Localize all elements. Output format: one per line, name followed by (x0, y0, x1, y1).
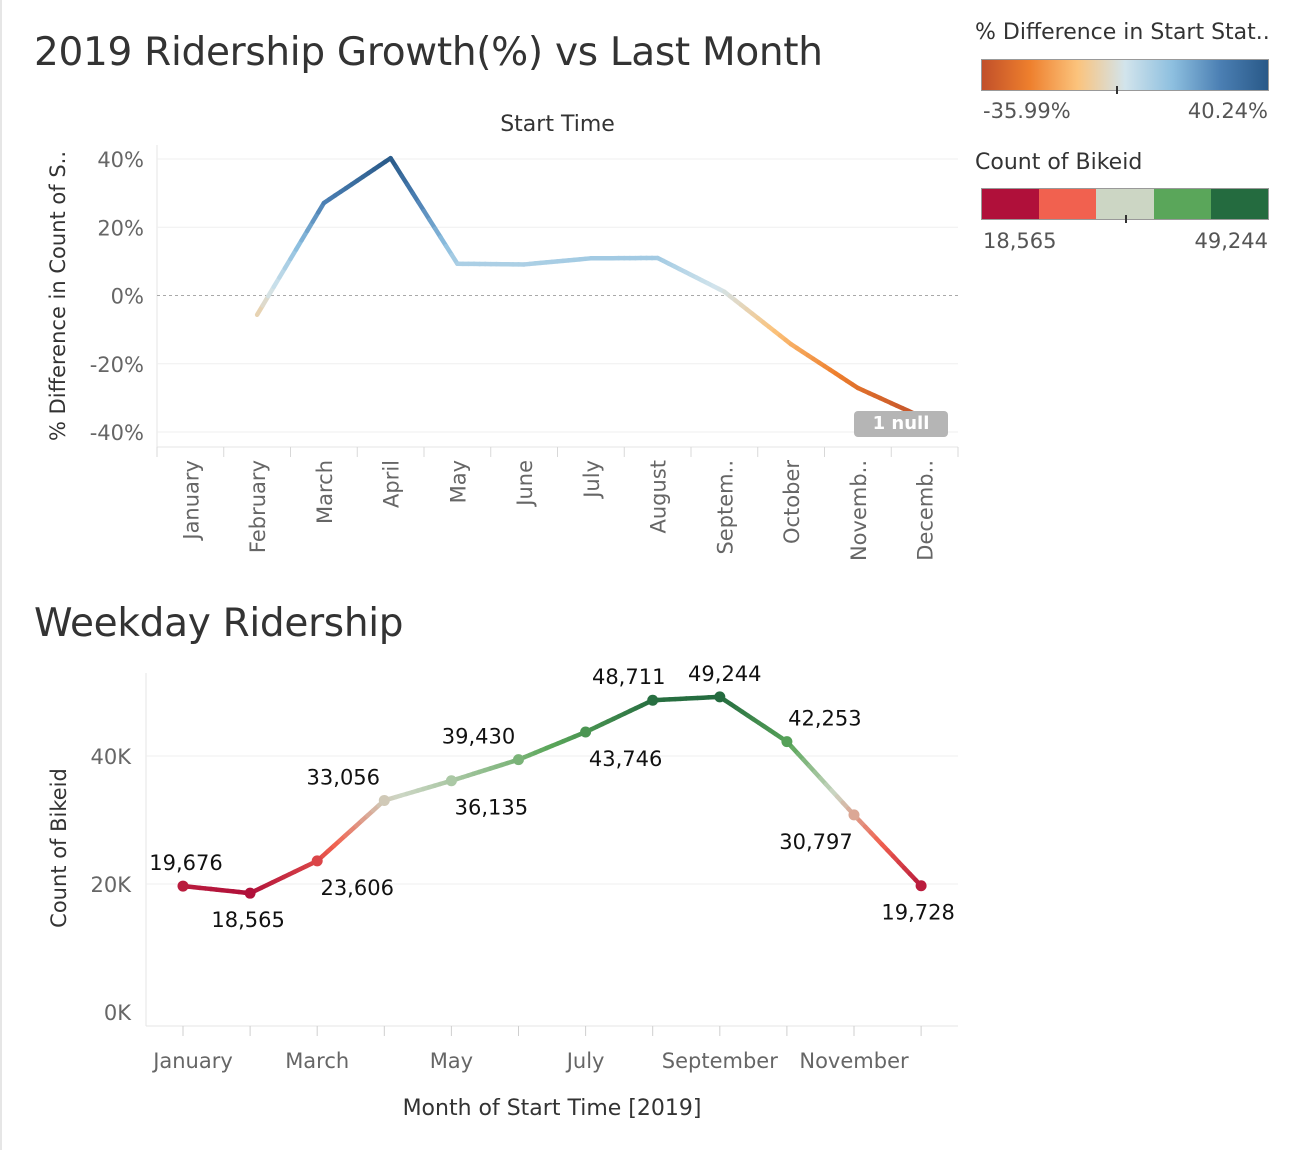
weekday-data-point[interactable] (647, 694, 659, 706)
weekday-x-tick-label: May (430, 1049, 473, 1073)
weekday-data-point[interactable] (848, 809, 860, 821)
growth-y-tick-label: -40% (90, 421, 144, 445)
weekday-data-point[interactable] (915, 880, 927, 892)
weekday-x-tick-label: September (662, 1049, 778, 1073)
left-border (0, 0, 2, 1150)
growth-y-tick-label: 0% (111, 285, 144, 309)
legend-count-min: 18,565 (983, 229, 1057, 253)
weekday-y-tick-label: 0K (104, 1001, 132, 1025)
growth-x-tick-label: August (647, 460, 671, 534)
growth-chart: 40% 20% 0% -20% -40% Start Time % Difference i… (46, 112, 959, 561)
weekday-data-point[interactable] (378, 794, 390, 806)
legend-count-title: Count of Bikeid (975, 150, 1143, 175)
weekday-data-label: 42,253 (788, 707, 861, 731)
weekday-data-point[interactable] (580, 726, 592, 738)
weekday-data-label: 48,711 (592, 665, 665, 689)
weekday-data-label: 19,676 (149, 851, 222, 875)
weekday-data-label: 33,056 (307, 765, 380, 789)
weekday-x-tick-label: July (565, 1049, 605, 1073)
growth-x-tick-label: Decemb.. (914, 460, 938, 561)
weekday-y-tick-label: 20K (91, 873, 133, 897)
growth-x-tick-label: October (780, 460, 804, 544)
weekday-y-axis-label: Count of Bikeid (47, 768, 71, 928)
weekday-data-label: 49,244 (688, 662, 761, 686)
weekday-data-label: 23,606 (320, 876, 393, 900)
weekday-data-label: 18,565 (211, 908, 284, 932)
legend-count-step (1096, 189, 1154, 219)
growth-x-tick-label: April (380, 460, 404, 508)
growth-x-tick-label: July (580, 460, 604, 500)
weekday-data-point[interactable] (714, 691, 726, 703)
weekday-x-axis-label: Month of Start Time [2019] (403, 1096, 702, 1121)
legend-pct-gradient[interactable] (981, 59, 1269, 91)
weekday-x-tick-label: March (285, 1049, 349, 1073)
weekday-x-tick-label: November (799, 1049, 909, 1073)
legend-pct-title: % Difference in Start Stat.. (975, 20, 1270, 45)
weekday-data-label: 30,797 (779, 830, 852, 854)
legend-count-step (1210, 189, 1269, 219)
weekday-data-point[interactable] (177, 880, 189, 892)
growth-y-tick-label: -20% (90, 353, 144, 377)
legend-pct-max: 40.24% (1187, 99, 1268, 123)
growth-x-tick-label: June (513, 460, 537, 508)
weekday-data-point[interactable] (445, 775, 457, 787)
weekday-data-label: 43,746 (589, 747, 662, 771)
growth-chart-subtitle: Start Time (500, 112, 615, 137)
weekday-data-point[interactable] (311, 855, 323, 867)
weekday-y-tick-label: 40K (91, 745, 133, 769)
legend-pct-marker (1116, 86, 1118, 94)
weekday-chart-title: Weekday Ridership (34, 601, 404, 646)
weekday-chart: 0K 20K 40K January March May July September Nove… (47, 662, 958, 1121)
weekday-data-point[interactable] (513, 754, 524, 766)
weekday-x-tick-label: January (151, 1049, 233, 1073)
growth-x-tick-label: February (246, 460, 270, 553)
weekday-data-point[interactable] (781, 736, 793, 748)
legend-count-step (1039, 189, 1097, 219)
weekday-data-label: 39,430 (442, 725, 515, 749)
legend-pct-min: -35.99% (983, 99, 1071, 123)
weekday-data-point[interactable] (244, 887, 256, 899)
legend-count-step (982, 189, 1040, 219)
growth-x-tick-label: March (313, 460, 337, 524)
growth-y-tick-label: 20% (97, 216, 144, 240)
growth-x-tick-label: Septem.. (713, 460, 737, 555)
legend-count-marker (1125, 215, 1127, 223)
growth-x-tick-label: May (446, 460, 470, 503)
legend-count-max: 49,244 (1194, 229, 1268, 253)
null-indicator-badge[interactable]: 1 null (854, 411, 948, 437)
growth-chart-title: 2019 Ridership Growth(%) vs Last Month (34, 30, 823, 75)
growth-x-tick-label: January (179, 460, 203, 542)
weekday-data-label: 19,728 (881, 901, 954, 925)
growth-y-axis-label: % Difference in Count of S.. (46, 151, 70, 441)
growth-x-tick-label: Novemb.. (847, 460, 871, 561)
legend-count-step (1153, 189, 1211, 219)
growth-y-tick-label: 40% (97, 148, 144, 172)
weekday-data-label: 36,135 (455, 796, 528, 820)
